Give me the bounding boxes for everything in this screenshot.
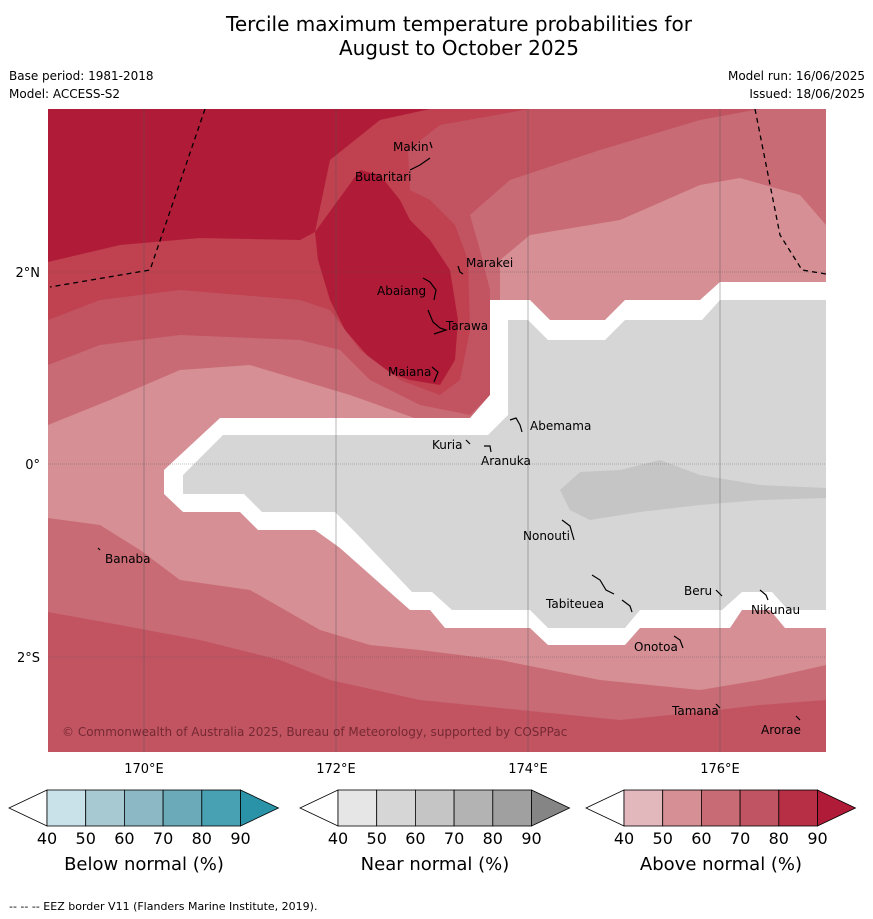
axis-tick-labels: 170°E 172°E 174°E 176°E 2°N 0° 2°S	[16, 266, 740, 777]
lat-tick-0: 0°	[25, 458, 40, 473]
title-line-1: Tercile maximum temperature probabilitie…	[226, 12, 692, 36]
colorbar-above-tick: 70	[730, 829, 750, 848]
colorbar-near-swatch	[414, 789, 455, 827]
colorbar-below-swatch	[162, 789, 203, 827]
colorbar-near-swatch	[492, 789, 532, 827]
colorbar-label-above: Above normal (%)	[639, 854, 803, 875]
issued-date: Issued: 18/06/2025	[749, 87, 865, 101]
island-label-butaritari: Butaritari	[355, 170, 412, 184]
island-label-tabiteuea: Tabiteuea	[545, 597, 604, 611]
model-run: Model run: 16/06/2025	[727, 69, 865, 83]
colorbar-near-tick: 70	[444, 829, 464, 848]
island-label-kuria: Kuria	[432, 438, 463, 452]
island-label-makin: Makin	[393, 140, 429, 154]
colorbar-above-swatch	[662, 789, 702, 827]
island-label-nikunau: Nikunau	[751, 603, 800, 617]
colorbar-above-swatch	[739, 789, 780, 827]
colorbar-near-high-arrow	[531, 789, 571, 827]
lat-tick-2n: 2°N	[16, 266, 41, 281]
colorbar-near-swatch	[453, 789, 494, 827]
colorbar-above-tick: 60	[691, 829, 711, 848]
island-label-tamana: Tamana	[671, 704, 719, 718]
band-70-south	[48, 612, 826, 752]
colorbar-near-tick: 40	[328, 829, 348, 848]
map-area	[48, 109, 826, 752]
colorbar-below-tick: 40	[37, 829, 57, 848]
lat-tick-2s: 2°S	[17, 651, 40, 666]
island-label-arorae: Arorae	[761, 723, 801, 737]
island-label-beru: Beru	[684, 584, 712, 598]
island-label-abemama: Abemama	[530, 419, 591, 433]
island-label-tarawa: Tarawa	[445, 319, 488, 333]
eez-borders	[49, 109, 826, 288]
meta-right: Model run: 16/06/2025 Issued: 18/06/2025	[728, 67, 865, 103]
colorbar-near-low-arrow	[299, 789, 339, 827]
copyright-text: © Commonwealth of Australia 2025, Bureau…	[62, 725, 567, 739]
colorbar-above-low-arrow	[585, 789, 625, 827]
colorbars: 40 50 60 70 80 90 40 50 60 70 80 90 40 50 60 70 80 90	[8, 789, 857, 848]
colorbar-near-swatch	[337, 789, 378, 827]
colorbar-near-swatch	[376, 789, 416, 827]
island-label-onotoa: Onotoa	[634, 640, 678, 654]
island-labels: Makin Butaritari Marakei Abaiang Tarawa …	[105, 140, 801, 737]
colorbar-below-tick: 80	[192, 829, 212, 848]
base-period: Base period: 1981-2018	[9, 69, 154, 83]
colorbar-above-swatch	[778, 789, 818, 827]
eez-footnote: -- -- -- EEZ border V11 (Flanders Marine…	[9, 900, 318, 913]
colorbar-label-below: Below normal (%)	[64, 854, 224, 875]
lon-tick-170: 170°E	[124, 762, 164, 777]
colorbar-above-tick: 80	[769, 829, 789, 848]
island-label-nonouti: Nonouti	[523, 529, 570, 543]
meta-left: Base period: 1981-2018 Model: ACCESS-S2	[9, 67, 154, 103]
island-label-aranuka: Aranuka	[481, 454, 531, 468]
colorbar-below-tick: 90	[230, 829, 250, 848]
colorbar-label-near: Near normal (%)	[360, 854, 510, 875]
core-90-tarawa	[315, 170, 458, 385]
colorbar-below-tick: 70	[153, 829, 173, 848]
near-normal-60-patch	[560, 460, 826, 520]
colorbar-below-swatch	[124, 789, 164, 827]
colorbar-below-swatch	[46, 789, 87, 827]
model-name: Model: ACCESS-S2	[9, 87, 121, 101]
island-label-marakei: Marakei	[466, 256, 513, 270]
title-line-2: August to October 2025	[338, 36, 580, 60]
gridlines	[48, 109, 826, 752]
lon-tick-174: 174°E	[508, 762, 548, 777]
colorbar-below-tick: 60	[114, 829, 134, 848]
colorbar-above-tick: 40	[614, 829, 634, 848]
lon-tick-176: 176°E	[700, 762, 740, 777]
colorbar-below-low-arrow	[8, 789, 48, 827]
colorbar-above-high-arrow	[817, 789, 857, 827]
colorbar-above-tick: 50	[653, 829, 673, 848]
island-label-maiana: Maiana	[388, 365, 431, 379]
colorbar-near-tick: 80	[483, 829, 503, 848]
colorbar-below-high-arrow	[240, 789, 280, 827]
colorbar-below-tick: 50	[76, 829, 96, 848]
colorbar-below-swatch	[85, 789, 125, 827]
map-title: Tercile maximum temperature probabilitie…	[0, 12, 873, 60]
colorbar-below-swatch	[201, 789, 241, 827]
colorbar-above-tick: 90	[807, 829, 827, 848]
island-label-banaba: Banaba	[105, 552, 151, 566]
island-label-abaiang: Abaiang	[377, 284, 426, 298]
colorbar-above-swatch	[701, 789, 741, 827]
colorbar-near-tick: 90	[521, 829, 541, 848]
colorbar-near-tick: 50	[367, 829, 387, 848]
colorbar-near-tick: 60	[405, 829, 425, 848]
colorbar-above-swatch	[623, 789, 664, 827]
island-shapes	[97, 141, 801, 721]
lon-tick-172: 172°E	[316, 762, 356, 777]
